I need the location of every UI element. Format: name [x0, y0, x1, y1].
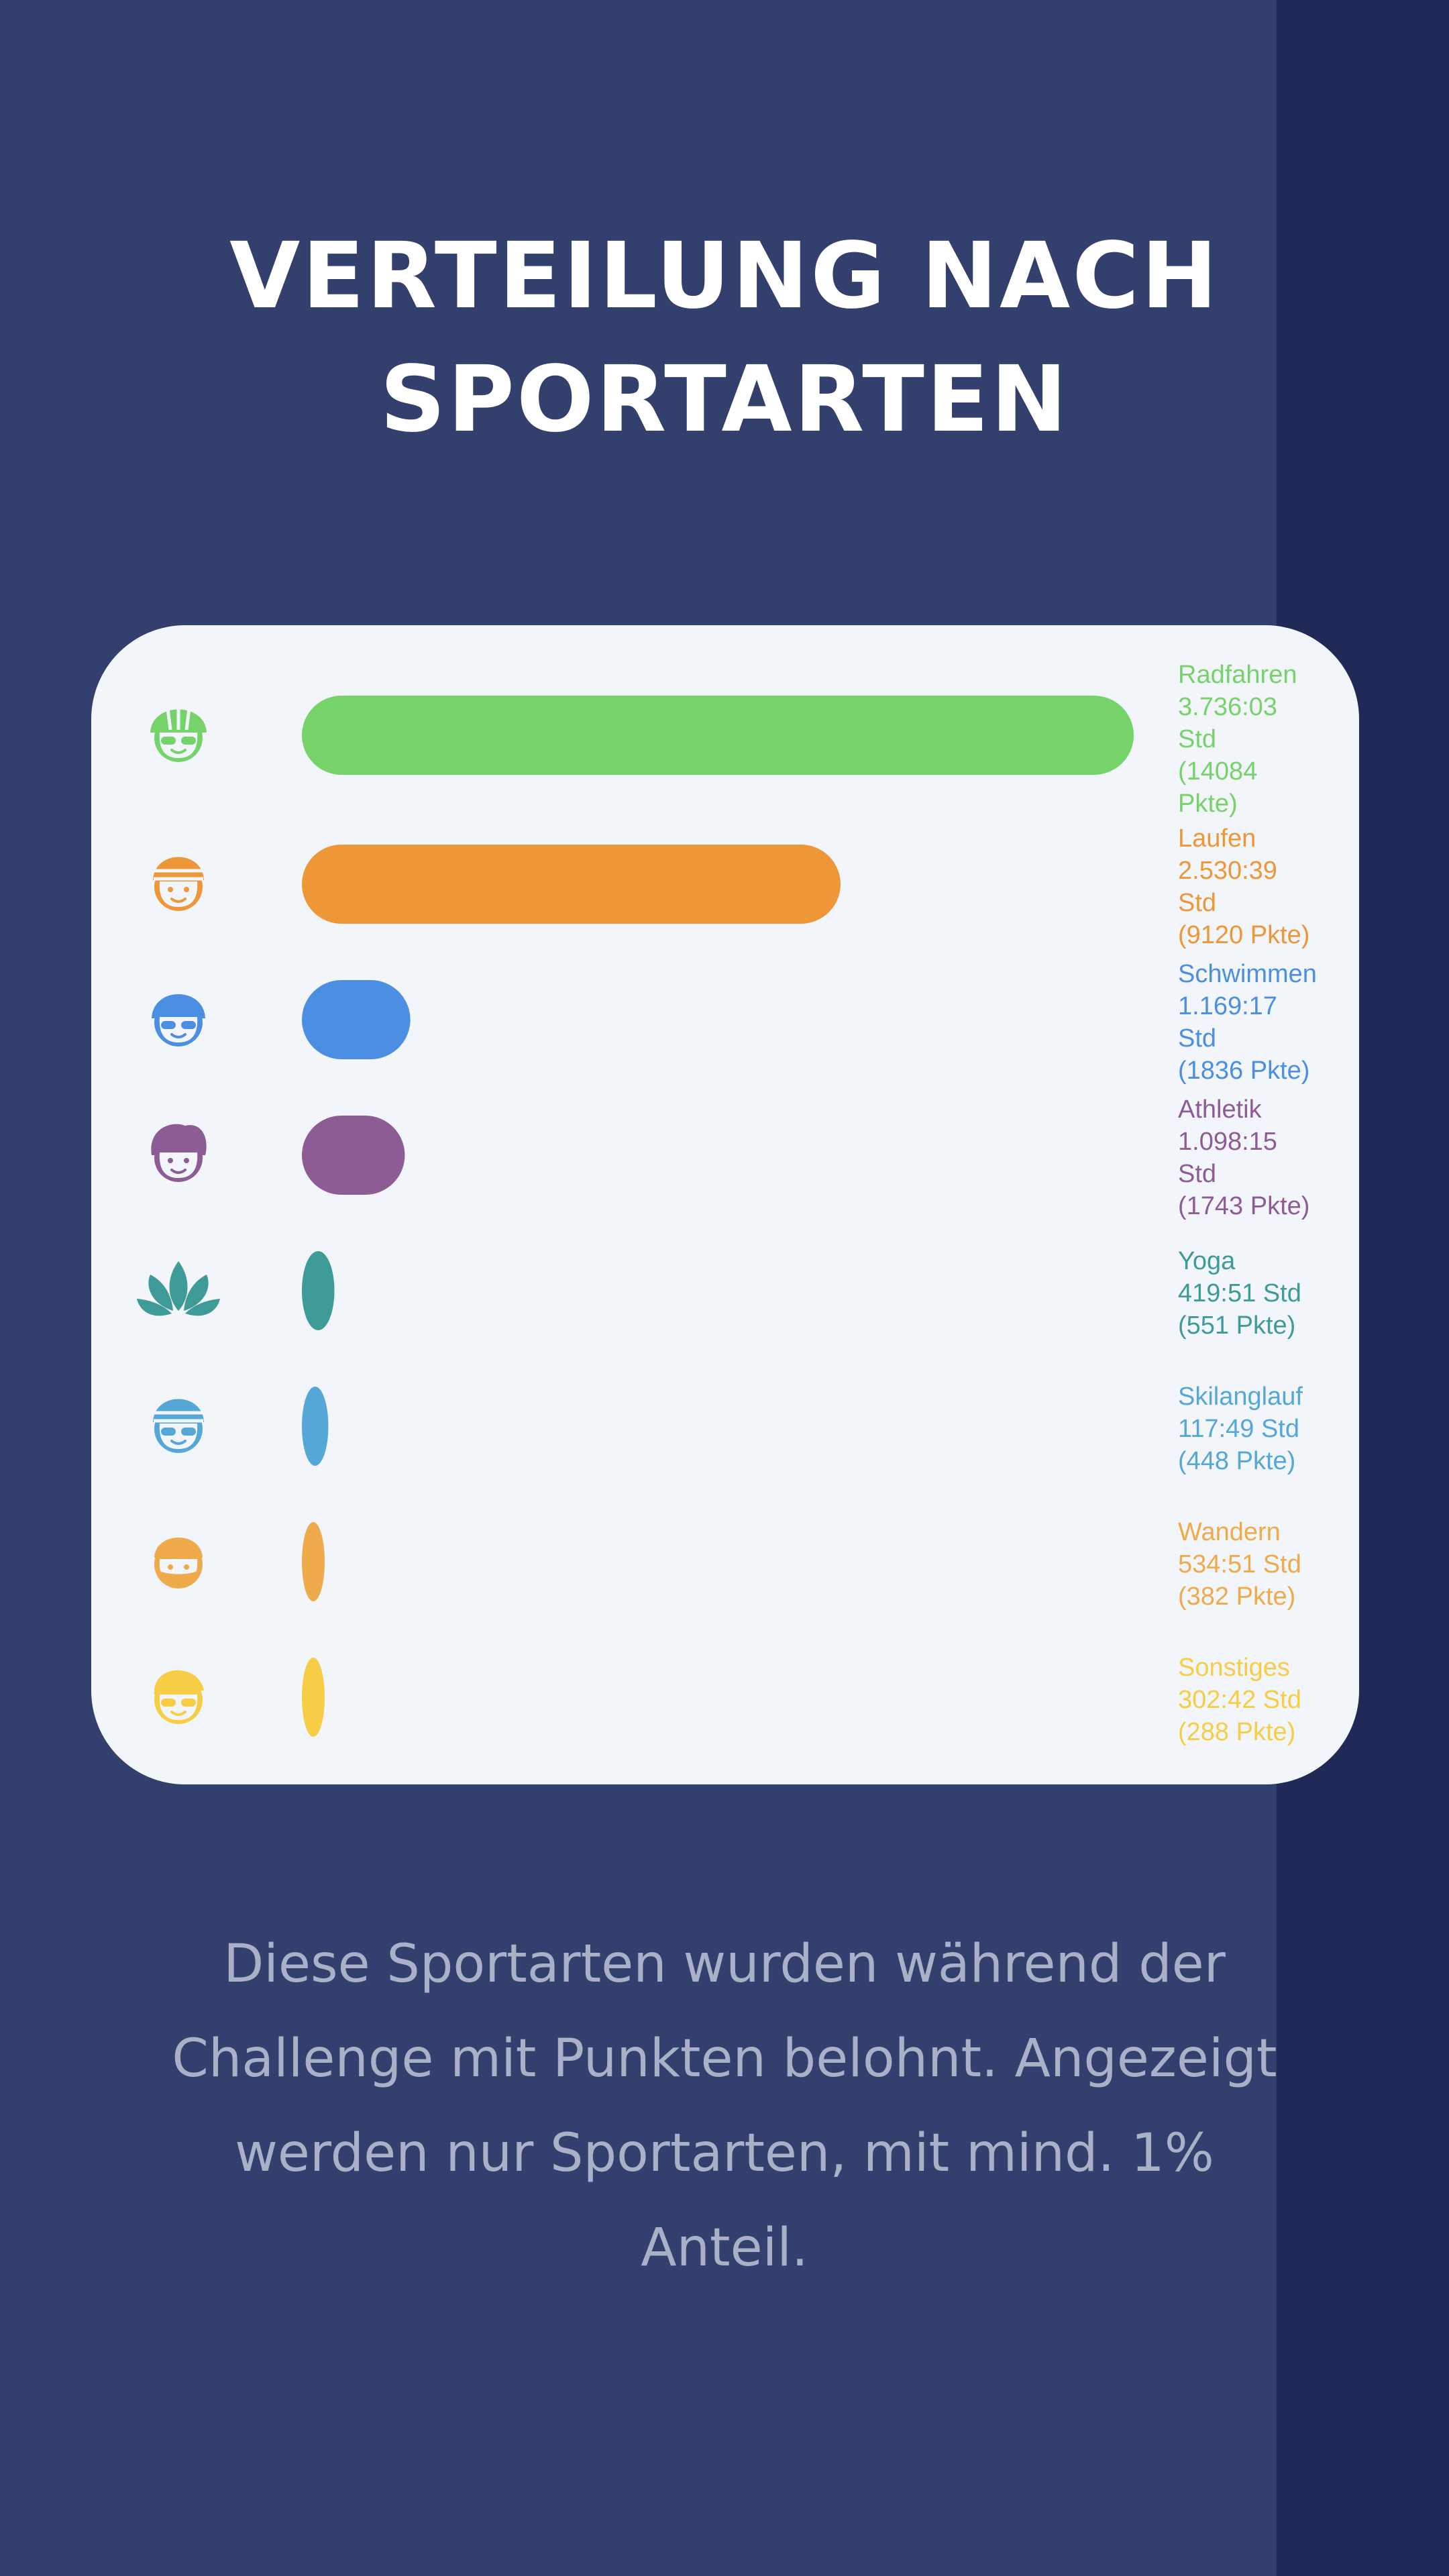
- title-line-1: VERTEILUNG NACH: [229, 223, 1220, 329]
- data-label-radfahren: Radfahren 3.736:03 Std (14084 Pkte): [1178, 661, 1297, 818]
- swimmer-goggles-icon: [152, 994, 205, 1046]
- chart-card: Radfahren 3.736:03 Std (14084 Pkte) Laufen 2.5…: [91, 625, 1359, 1784]
- skier-beanie-icon: [153, 1399, 204, 1453]
- bar-sonstiges: [302, 1658, 325, 1737]
- title-line-2: SPORTARTEN: [380, 347, 1069, 453]
- bar-wandern: [302, 1522, 325, 1601]
- athlete-face-icon: [151, 1124, 207, 1182]
- data-label-laufen: Laufen 2.530:39 Std (9120 Pkte): [1178, 824, 1309, 949]
- cyclist-helmet-icon: [150, 706, 207, 762]
- page-title: VERTEILUNG NACH SPORTARTEN: [0, 215, 1449, 462]
- bar-radfahren: [302, 696, 1134, 775]
- lotus-icon: [137, 1261, 220, 1316]
- data-label-schwimmen: Schwimmen 1.169:17 Std (1836 Pkte): [1178, 960, 1317, 1085]
- bar-athletik: [302, 1116, 405, 1195]
- data-label-yoga: Yoga 419:51 Std (551 Pkte): [1178, 1247, 1301, 1340]
- bar-laufen: [302, 845, 841, 924]
- data-label-wandern: Wandern 534:51 Std (382 Pkte): [1178, 1518, 1301, 1611]
- runner-cap-icon: [153, 857, 204, 911]
- sport-distribution-chart: Radfahren 3.736:03 Std (14084 Pkte)Laufen 2.5…: [137, 661, 1317, 1746]
- bar-schwimmen: [302, 980, 411, 1059]
- data-label-athletik: Athletik 1.098:15 Std (1743 Pkte): [1178, 1095, 1309, 1220]
- hiker-beard-icon: [154, 1538, 203, 1589]
- bar-yoga: [302, 1251, 335, 1330]
- sunglasses-face-icon: [154, 1670, 204, 1724]
- data-label-sonstiges: Sonstiges 302:42 Std (288 Pkte): [1178, 1654, 1301, 1746]
- chart-caption: Diese Sportarten wurden während der Chal…: [172, 1934, 1277, 2278]
- data-label-skilanglauf: Skilanglauf 117:49 Std (448 Pkte): [1178, 1383, 1303, 1475]
- bar-skilanglauf: [302, 1387, 329, 1466]
